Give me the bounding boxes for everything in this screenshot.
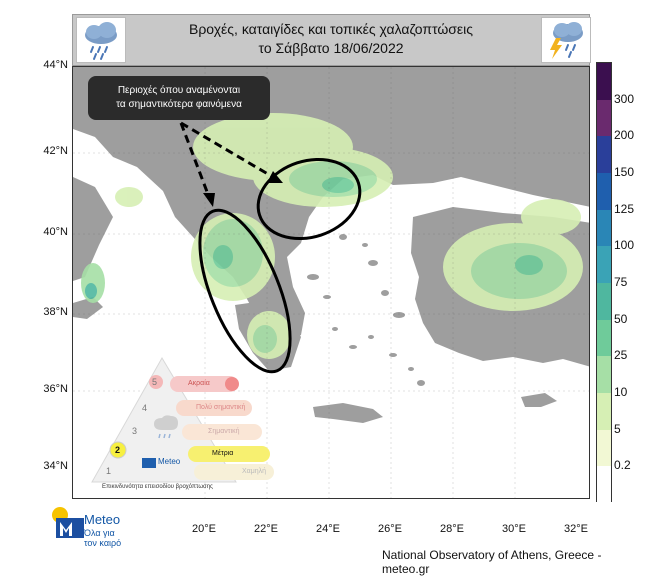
colorbar-label: 25 [614, 348, 628, 363]
level-3-number: 3 [132, 426, 138, 436]
aegean-islands [307, 234, 425, 386]
arrow-head-north [267, 171, 283, 183]
highlight-ellipse-west [198, 208, 292, 374]
colorbar-label: 10 [614, 385, 628, 399]
colorbar-label: 200 [614, 128, 635, 143]
meteo-logo-tagline-2: τον καιρό [84, 538, 122, 548]
title-line-2: το Σάββατο 18/06/2022 [258, 40, 404, 56]
risk-legend: 5 Ακραία 4 Πολύ σημαντική 3 Σημαντική 2 … [86, 354, 276, 496]
level-1-number: 1 [106, 466, 112, 476]
page-title: Βροχές, καταιγίδες και τοπικές χαλαζοπτώ… [126, 20, 536, 58]
colorbar-label: 5 [614, 421, 621, 436]
level-5-label: Ακραία [188, 380, 210, 387]
land-crete [313, 403, 383, 423]
legend-caption: Επικινδυνότητα επεισοδίου βροχόπτωσης [102, 484, 213, 490]
level-1-label: Χαμηλή [242, 468, 267, 475]
lon-label-26: 26°E [378, 523, 402, 535]
colorbar-segment [597, 63, 611, 101]
lon-label-32: 32°E [564, 523, 588, 535]
meteo-logo-tagline-1: Όλα για [84, 528, 115, 538]
colorbar-segment [597, 136, 611, 174]
title-banner [72, 14, 590, 66]
title-line-1: Βροχές, καταιγίδες και τοπικές χαλαζοπτώ… [189, 21, 473, 37]
precipitation-map [72, 66, 590, 499]
colorbar-segment [597, 99, 611, 137]
colorbar [596, 62, 612, 504]
colorbar-segment [597, 209, 611, 247]
lat-label-34: 34°N [43, 460, 68, 472]
colorbar-segment [597, 319, 611, 357]
level-4-label: Πολύ σημαντική [196, 404, 246, 411]
level-5-number: 5 [152, 377, 158, 387]
rain-cloud-icon [76, 17, 126, 63]
precipitation-fields [81, 113, 583, 359]
colorbar-label: 100 [614, 238, 635, 253]
source-credit: National Observatory of Athens, Greece -… [382, 548, 602, 576]
meteo-logo-icon [50, 506, 84, 540]
callout-box: Περιοχές όπου αναμένονται τα σημαντικότε… [88, 76, 270, 120]
level-2-label: Μέτρια [212, 450, 234, 457]
lon-label-30: 30°E [502, 523, 526, 535]
lat-label-42: 42°N [43, 145, 68, 157]
level-3-label: Σημαντική [208, 428, 240, 435]
legend-brand: Meteo [158, 457, 181, 466]
colorbar-segment [597, 173, 611, 211]
colorbar-label: 50 [614, 311, 628, 326]
lat-label-36: 36°N [43, 383, 68, 395]
colorbar-segment [597, 356, 611, 394]
colorbar-segment [597, 429, 611, 467]
land-cyprus [521, 393, 557, 407]
callout-line-2: τα σημαντικότερα φαινόμενα [116, 99, 242, 110]
colorbar-label: 150 [614, 165, 635, 179]
lon-label-24: 24°E [316, 523, 340, 535]
arrow-head-west [203, 193, 215, 207]
callout-line-1: Περιοχές όπου αναμένονται [117, 85, 241, 96]
land-italy [73, 177, 113, 281]
colorbar-segment [597, 246, 611, 284]
highlight-ellipse-north [256, 157, 362, 241]
meteo-logo-name: Meteo [84, 512, 121, 527]
colorbar-segment [597, 283, 611, 321]
lat-label-44: 44°N [43, 59, 68, 71]
colorbar-segment [597, 393, 611, 431]
lat-label-40: 40°N [43, 226, 68, 238]
lon-label-22: 22°E [254, 523, 278, 535]
lat-label-38: 38°N [43, 306, 68, 318]
thunderstorm-cloud-icon [541, 17, 591, 63]
colorbar-label: 125 [614, 201, 635, 216]
callout-arrows [179, 121, 274, 198]
colorbar-segment [597, 466, 611, 504]
lon-label-20: 20°E [192, 523, 216, 535]
level-4-number: 4 [142, 403, 148, 413]
colorbar-label: 75 [614, 275, 628, 289]
legend-brand-logo [142, 458, 156, 468]
colorbar-label: 300 [614, 91, 635, 106]
level-2-number: 2 [115, 445, 121, 455]
lon-label-28: 28°E [440, 523, 464, 535]
colorbar-label: 0.2 [614, 458, 631, 473]
risk-pyramid [91, 357, 274, 483]
